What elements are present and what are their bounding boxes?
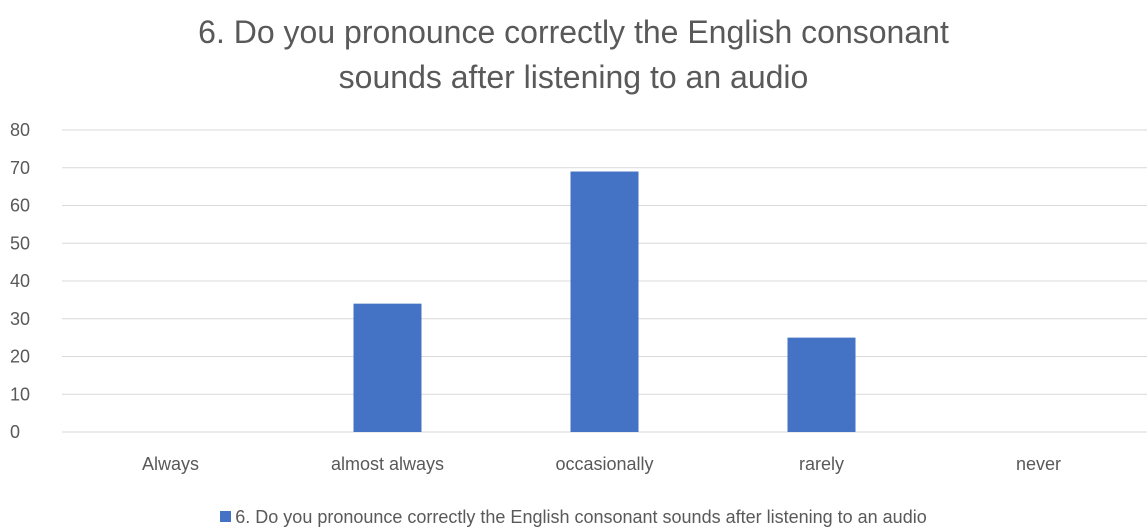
legend-swatch [220, 511, 232, 522]
y-tick-label: 10 [10, 384, 30, 404]
bar-occasionally [570, 171, 639, 432]
y-tick-label: 40 [10, 271, 30, 291]
bar-rarely [787, 337, 856, 432]
x-category-label: Always [142, 454, 199, 474]
y-tick-label: 60 [10, 196, 30, 216]
x-category-label: almost always [331, 454, 444, 474]
x-category-label: rarely [799, 454, 844, 474]
chart-title: 6. Do you pronounce correctly the Englis… [0, 10, 1147, 100]
chart-title-line-1: 6. Do you pronounce correctly the Englis… [198, 14, 949, 50]
chart-title-line-2: sounds after listening to an audio [338, 59, 809, 95]
y-tick-label: 50 [10, 233, 30, 253]
bar-almost-always [353, 303, 422, 432]
bars [353, 171, 856, 432]
y-tick-label: 20 [10, 347, 30, 367]
legend: 6. Do you pronounce correctly the Englis… [0, 507, 1147, 527]
legend-label: 6. Do you pronounce correctly the Englis… [235, 507, 927, 527]
y-tick-label: 70 [10, 158, 30, 178]
x-category-label: occasionally [555, 454, 653, 474]
y-tick-label: 0 [10, 422, 20, 442]
x-category-label: never [1016, 454, 1061, 474]
y-tick-label: 30 [10, 309, 30, 329]
x-axis-category-labels: Always almost always occasionally rarely nev… [142, 454, 1061, 474]
y-axis-tick-labels: 0 10 20 30 40 50 60 70 80 [10, 120, 30, 442]
y-tick-label: 80 [10, 120, 30, 140]
